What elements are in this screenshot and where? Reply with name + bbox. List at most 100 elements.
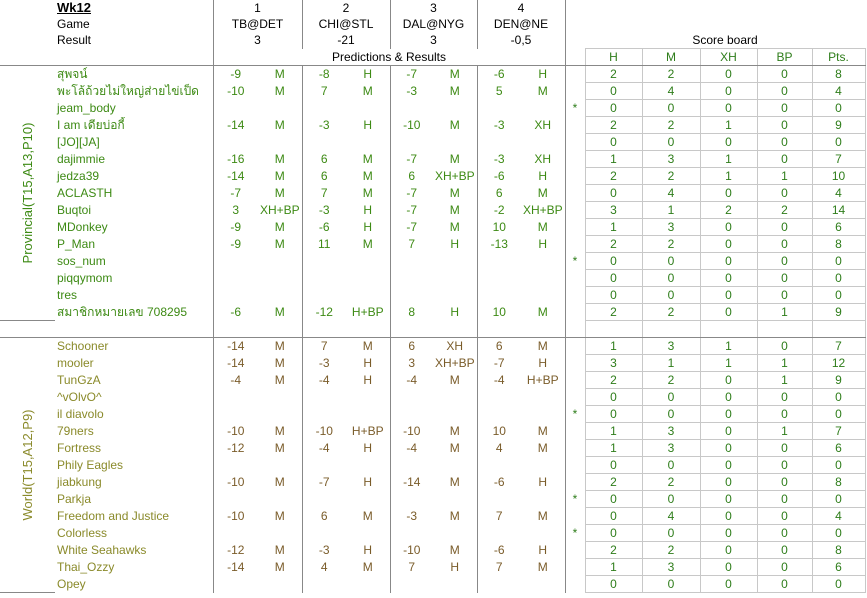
prediction: 7 [476, 558, 521, 576]
week-label: Wk12 [57, 0, 91, 15]
score-cell: 0 [641, 133, 701, 151]
outcome: XH+BP [523, 203, 563, 217]
score-cell: 0 [756, 456, 813, 474]
cell [521, 320, 565, 338]
player-name: Colorless [57, 526, 108, 540]
score-cell: 0 [584, 99, 643, 117]
player-name: Freedom and Justice [57, 509, 170, 523]
cell [564, 320, 585, 338]
star-mark [564, 133, 585, 151]
cell [757, 0, 812, 16]
cell [811, 320, 866, 338]
header-row: Wk12 1 2 3 4 [0, 0, 865, 16]
cell [585, 0, 642, 16]
score-cell: 0 [584, 388, 643, 406]
score-cell: 0 [641, 269, 701, 287]
prediction [212, 490, 258, 508]
prediction: -6 [476, 473, 521, 491]
player-row: White Seahawks -12 M -3 H -10 M -6 H 2 2 0 0 8 [0, 541, 866, 559]
player-row: TunGzA -4 M -4 H -4 M -4 H+BP 2 2 0 1 9 [0, 371, 866, 389]
prediction [301, 575, 346, 593]
score-cell: 8 [811, 65, 866, 83]
score-cell: 0 [641, 252, 701, 270]
prediction [389, 405, 433, 423]
score-cell: 0 [756, 439, 813, 457]
score-cell: 1 [756, 167, 813, 185]
outcome: H [363, 543, 373, 557]
score-cell: 0 [584, 269, 643, 287]
player-row: สมาชิกหมายเลข 708295 -6 M -12 H+BP 8 H 10 M 2 2 0 1 9 [0, 303, 866, 321]
cell [584, 320, 643, 338]
outcome [346, 406, 390, 423]
score-cell: 0 [699, 184, 758, 202]
prediction: 4 [301, 558, 346, 576]
prediction [476, 456, 521, 474]
score-cell: 2 [584, 235, 643, 253]
score-cell: 1 [699, 354, 758, 372]
outcome: H+BP [351, 305, 384, 319]
prediction [389, 252, 433, 270]
outcome: M [362, 560, 373, 574]
outcome: M [449, 203, 460, 217]
prediction: 7 [301, 337, 346, 355]
player-row: il diavolo * 0 0 0 0 0 [0, 405, 866, 423]
score-cell: 0 [699, 422, 758, 440]
outcome [346, 525, 390, 542]
score-cell: 8 [811, 473, 866, 491]
prediction: -9 [212, 235, 258, 253]
player-row: Opey 0 0 0 0 0 [0, 575, 866, 593]
outcome: M [274, 424, 285, 438]
prediction [389, 269, 433, 287]
score-cell: 3 [641, 150, 701, 168]
outcome [346, 576, 390, 593]
prediction [389, 575, 433, 593]
outcome: M [537, 84, 548, 98]
prediction [476, 388, 521, 406]
player-name: สุพจน์ [57, 67, 88, 82]
score-cell: 0 [641, 405, 701, 423]
player-row: jeam_body * 0 0 0 0 0 [0, 99, 866, 117]
prediction: -7 [389, 201, 433, 219]
player-row: ^vOlvO^ 0 0 0 0 0 [0, 388, 866, 406]
outcome: H [450, 305, 460, 319]
player-name: ACLASTH [57, 186, 113, 200]
cell [55, 48, 213, 66]
score-cell: 0 [699, 252, 758, 270]
score-cell: 2 [641, 473, 701, 491]
score-cell: 9 [811, 371, 866, 389]
outcome: H [450, 237, 460, 251]
outcome [433, 253, 477, 270]
score-cell: 4 [641, 82, 701, 100]
star-mark [564, 201, 585, 219]
score-cell: 2 [756, 201, 813, 219]
score-cell: 2 [641, 541, 701, 559]
score-cell: 4 [811, 507, 866, 525]
outcome [433, 406, 477, 423]
star-mark [564, 371, 585, 389]
score-cell: 0 [699, 558, 758, 576]
outcome: M [449, 67, 460, 82]
score-header: XH [699, 48, 758, 66]
score-cell: 0 [756, 235, 813, 253]
game-number: 1 [212, 0, 302, 16]
game-result: -21 [301, 32, 390, 49]
player-row: jiabkung -10 M -7 H -14 M -6 H 2 2 0 0 8 [0, 473, 866, 491]
player-name: White Seahawks [57, 543, 147, 557]
star-mark [564, 354, 585, 372]
score-cell: 3 [641, 439, 701, 457]
outcome: M [274, 305, 285, 319]
star-mark [564, 558, 585, 576]
score-cell: 1 [584, 337, 643, 355]
outcome [346, 389, 390, 406]
cell [700, 16, 757, 32]
score-cell: 0 [584, 82, 643, 100]
score-cell: 0 [699, 99, 758, 117]
score-cell: 8 [811, 541, 866, 559]
player-row: jedza39 -14 M 6 M 6 XH+BP -6 H 2 2 1 1 10 [0, 167, 866, 185]
prediction: -12 [301, 303, 346, 321]
score-cell: 7 [811, 337, 866, 355]
score-cell: 0 [699, 507, 758, 525]
game-name: CHI@STL [301, 16, 390, 32]
score-cell: 6 [811, 218, 866, 236]
cell [642, 16, 700, 32]
